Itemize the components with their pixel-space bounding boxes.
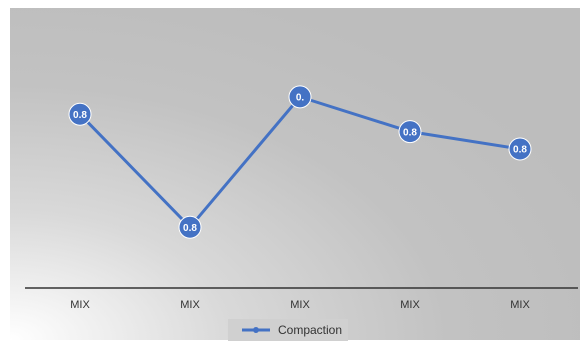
data-label: 0.: [296, 93, 305, 104]
data-label: 0.8: [73, 110, 87, 121]
plot-background: [10, 8, 580, 340]
point-marker: [398, 120, 422, 144]
data-label: 0.8: [403, 127, 417, 138]
point-marker: [288, 85, 312, 109]
legend: Compaction: [228, 319, 348, 341]
point-marker: [178, 215, 202, 239]
legend-marker: [253, 327, 259, 333]
x-tick-label: MIX: [180, 299, 200, 311]
data-label: 0.8: [513, 145, 527, 156]
point-marker: [508, 137, 532, 161]
x-tick-label: MIX: [510, 299, 530, 311]
legend-label: Compaction: [278, 323, 342, 337]
data-label: 0.8: [183, 223, 197, 234]
legend-box: [228, 319, 348, 341]
x-tick-label: MIX: [400, 299, 420, 311]
x-tick-label: MIX: [290, 299, 310, 311]
point-marker: [68, 102, 92, 126]
x-tick-label: MIX: [70, 299, 90, 311]
